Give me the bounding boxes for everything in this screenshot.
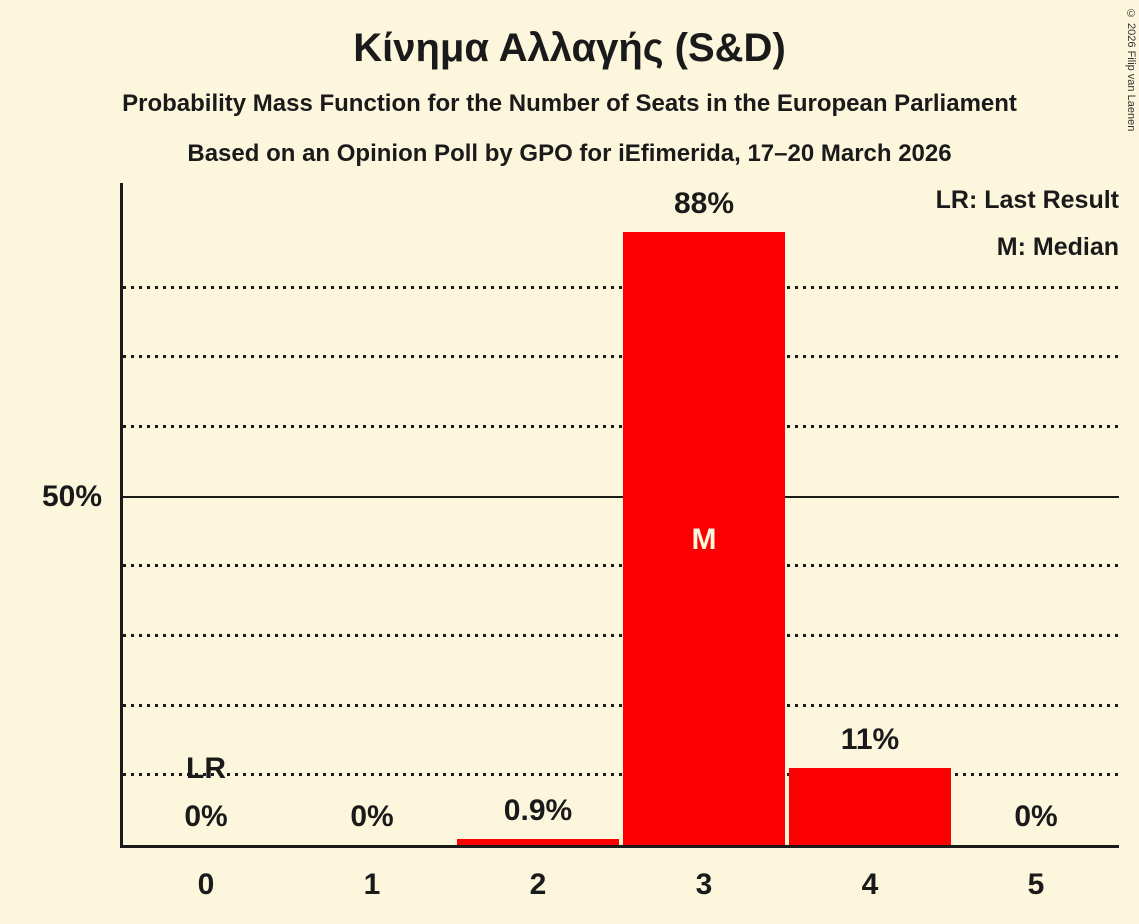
bar-seats-2 bbox=[457, 838, 619, 845]
gridline-10 bbox=[123, 773, 1119, 777]
gridline-80 bbox=[123, 285, 1119, 289]
legend-last-result: LR: Last Result bbox=[935, 186, 1119, 214]
bar-value-label-2: 0.9% bbox=[503, 793, 573, 827]
median-marker: M bbox=[691, 523, 717, 557]
last-result-marker: LR bbox=[186, 752, 226, 785]
x-tick-label-0: 0 bbox=[197, 868, 215, 901]
y-axis-50-label: 50% bbox=[41, 480, 102, 513]
chart-subtitle-source: Based on an Opinion Poll by GPO for iEfi… bbox=[187, 140, 952, 167]
x-tick-label-4: 4 bbox=[861, 868, 879, 901]
gridline-30 bbox=[123, 633, 1119, 637]
gridline-70 bbox=[123, 355, 1119, 359]
gridline-40 bbox=[123, 564, 1119, 568]
bar-value-label-4: 11% bbox=[840, 723, 900, 757]
bar-value-label-3: 88% bbox=[673, 186, 735, 220]
bar-seats-3 bbox=[623, 231, 785, 845]
bar-value-label-0: 0% bbox=[184, 800, 228, 833]
x-tick-label-3: 3 bbox=[695, 868, 713, 901]
x-tick-label-5: 5 bbox=[1027, 868, 1045, 901]
chart-subtitle: Probability Mass Function for the Number… bbox=[122, 90, 1017, 117]
gridline-20 bbox=[123, 703, 1119, 707]
chart-title: Κίνημα Αλλαγής (S&D) bbox=[353, 26, 786, 70]
plot-area: 0% 0 LR 0% 1 0.9% 2 88% 3 M 11% 4 0% 5 bbox=[120, 183, 1119, 901]
gridline-50-solid bbox=[123, 495, 1119, 498]
bar-seats-4 bbox=[789, 768, 951, 845]
x-tick-label-2: 2 bbox=[529, 868, 547, 901]
gridline-60 bbox=[123, 424, 1119, 428]
x-tick-label-1: 1 bbox=[363, 868, 381, 901]
legend-median: M: Median bbox=[996, 233, 1119, 261]
bar-value-label-1: 0% bbox=[350, 800, 394, 833]
copyright-notice: © 2026 Filip van Laenen bbox=[1125, 8, 1137, 132]
bar-value-label-5: 0% bbox=[1014, 800, 1058, 833]
